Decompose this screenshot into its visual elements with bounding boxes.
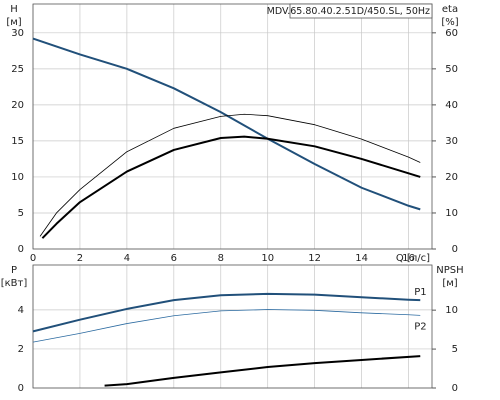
y2-label: eta — [442, 4, 458, 15]
y-tick-label: 15 — [11, 136, 24, 147]
y2-tick-label: 30 — [445, 136, 458, 147]
curve — [32, 292, 421, 333]
y-tick-label: 5 — [18, 208, 24, 219]
x-tick-label: 16 — [402, 253, 415, 264]
y2-label-unit: [%] — [441, 17, 458, 28]
curve — [32, 37, 421, 211]
y-tick-label: 2 — [18, 344, 24, 355]
y-tick-label: 0 — [18, 383, 24, 394]
y2-tick-label: 0 — [452, 383, 458, 394]
y-tick-label: 20 — [11, 100, 24, 111]
y-tick-label: 4 — [18, 305, 24, 316]
y2-tick-label: 50 — [445, 64, 458, 75]
y2-label-unit: [м] — [442, 278, 457, 289]
x-label: Q [л/с] — [396, 253, 430, 264]
y-tick-label: 0 — [18, 244, 24, 255]
y-label-unit: [м] — [6, 17, 21, 28]
title-box — [289, 3, 433, 19]
y-tick-label: 30 — [11, 28, 24, 39]
y2-tick-label: 40 — [445, 100, 458, 111]
y2-label: NPSH — [436, 265, 463, 276]
y-tick-label: 25 — [11, 64, 24, 75]
chart-title: MDV.65.80.40.2.51D/450.SL, 50Hz — [267, 6, 430, 17]
x-tick-label: 2 — [77, 253, 83, 264]
y-label-unit: [кВт] — [1, 278, 28, 289]
y2-tick-label: 5 — [452, 344, 458, 355]
y2-tick-label: 20 — [445, 172, 458, 183]
y2-tick-label: 10 — [445, 208, 458, 219]
curve — [32, 309, 421, 343]
y2-tick-label: 0 — [452, 244, 458, 255]
curve — [104, 355, 421, 387]
x-tick-label: 4 — [124, 253, 130, 264]
plot-frame — [32, 3, 433, 250]
series-label: P2 — [414, 321, 426, 332]
plot-frame — [32, 264, 433, 389]
x-tick-label: 14 — [355, 253, 368, 264]
y2-tick-label: 60 — [445, 28, 458, 39]
x-tick-label: 12 — [308, 253, 321, 264]
curve — [39, 113, 421, 237]
x-tick-label: 0 — [30, 253, 36, 264]
y-label: P — [11, 265, 17, 276]
x-tick-label: 6 — [171, 253, 177, 264]
y-tick-label: 10 — [11, 172, 24, 183]
curve — [41, 135, 421, 239]
x-tick-label: 10 — [261, 253, 274, 264]
y-label: H — [10, 4, 18, 15]
x-tick-label: 8 — [218, 253, 224, 264]
series-label: P1 — [414, 287, 426, 298]
y2-tick-label: 10 — [445, 305, 458, 316]
